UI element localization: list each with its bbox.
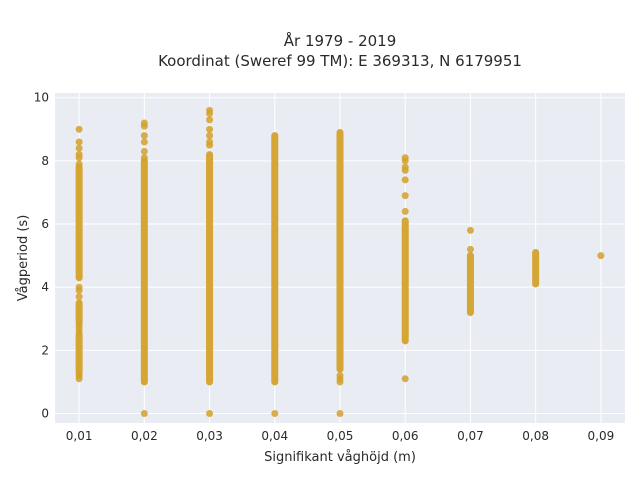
data-points <box>75 106 605 418</box>
data-point-range <box>206 151 214 386</box>
chart-title-line2: Koordinat (Sweref 99 TM): E 369313, N 61… <box>158 52 522 70</box>
data-point <box>140 119 148 127</box>
data-point <box>466 226 474 234</box>
data-point <box>75 125 83 133</box>
data-point <box>140 410 148 418</box>
x-tick-label: 0,04 <box>261 429 288 443</box>
chart-title-line1: År 1979 - 2019 <box>284 31 397 50</box>
data-point <box>206 116 214 124</box>
data-point <box>206 125 214 133</box>
x-tick-label: 0,02 <box>131 429 158 443</box>
data-point-range <box>75 299 83 326</box>
data-point <box>75 283 83 291</box>
data-point <box>75 372 83 380</box>
y-axis-label: Vågperiod (s) <box>16 215 31 302</box>
data-point <box>401 207 409 215</box>
x-tick-labels: 0,01 0,02 0,03 0,04 0,05 0,06 0,07 0,08 0,09 <box>66 429 614 443</box>
data-point <box>401 176 409 184</box>
data-point <box>140 132 148 140</box>
data-point <box>75 138 83 146</box>
y-tick-label: 2 <box>41 343 49 357</box>
data-point <box>206 410 214 418</box>
data-point <box>401 154 409 162</box>
data-point <box>597 252 605 260</box>
data-point-range <box>401 217 409 345</box>
y-tick-label: 6 <box>41 217 49 231</box>
y-tick-label: 0 <box>41 407 49 421</box>
data-point <box>140 138 148 146</box>
x-axis-label: Signifikant våghöjd (m) <box>264 450 416 465</box>
y-tick-label: 8 <box>41 154 49 168</box>
data-point <box>140 154 148 162</box>
data-point <box>206 106 214 114</box>
data-point <box>206 138 214 146</box>
y-tick-label: 10 <box>34 91 49 105</box>
data-point <box>140 147 148 155</box>
data-point <box>75 144 83 152</box>
y-tick-labels: 0 2 4 6 8 10 <box>34 91 49 421</box>
data-point-range <box>75 331 83 376</box>
data-point-range <box>466 252 474 316</box>
data-point-range <box>75 163 83 282</box>
data-point-range <box>140 157 148 386</box>
data-point <box>401 192 409 200</box>
data-point-range <box>532 248 540 288</box>
data-point <box>401 375 409 383</box>
data-point-range <box>336 128 344 373</box>
x-tick-label: 0,08 <box>522 429 549 443</box>
data-point <box>271 410 279 418</box>
data-point <box>336 410 344 418</box>
data-point <box>75 160 83 168</box>
data-point <box>466 245 474 253</box>
data-point <box>401 163 409 171</box>
x-tick-label: 0,09 <box>588 429 615 443</box>
data-point <box>75 321 83 329</box>
x-tick-label: 0,03 <box>196 429 223 443</box>
x-tick-label: 0,05 <box>327 429 354 443</box>
data-point <box>336 372 344 380</box>
x-tick-label: 0,01 <box>66 429 93 443</box>
x-tick-label: 0,07 <box>457 429 484 443</box>
data-point <box>206 132 214 140</box>
y-tick-label: 4 <box>41 280 49 294</box>
data-point <box>75 293 83 301</box>
data-point <box>75 151 83 159</box>
data-point-range <box>271 132 279 386</box>
x-tick-label: 0,06 <box>392 429 419 443</box>
